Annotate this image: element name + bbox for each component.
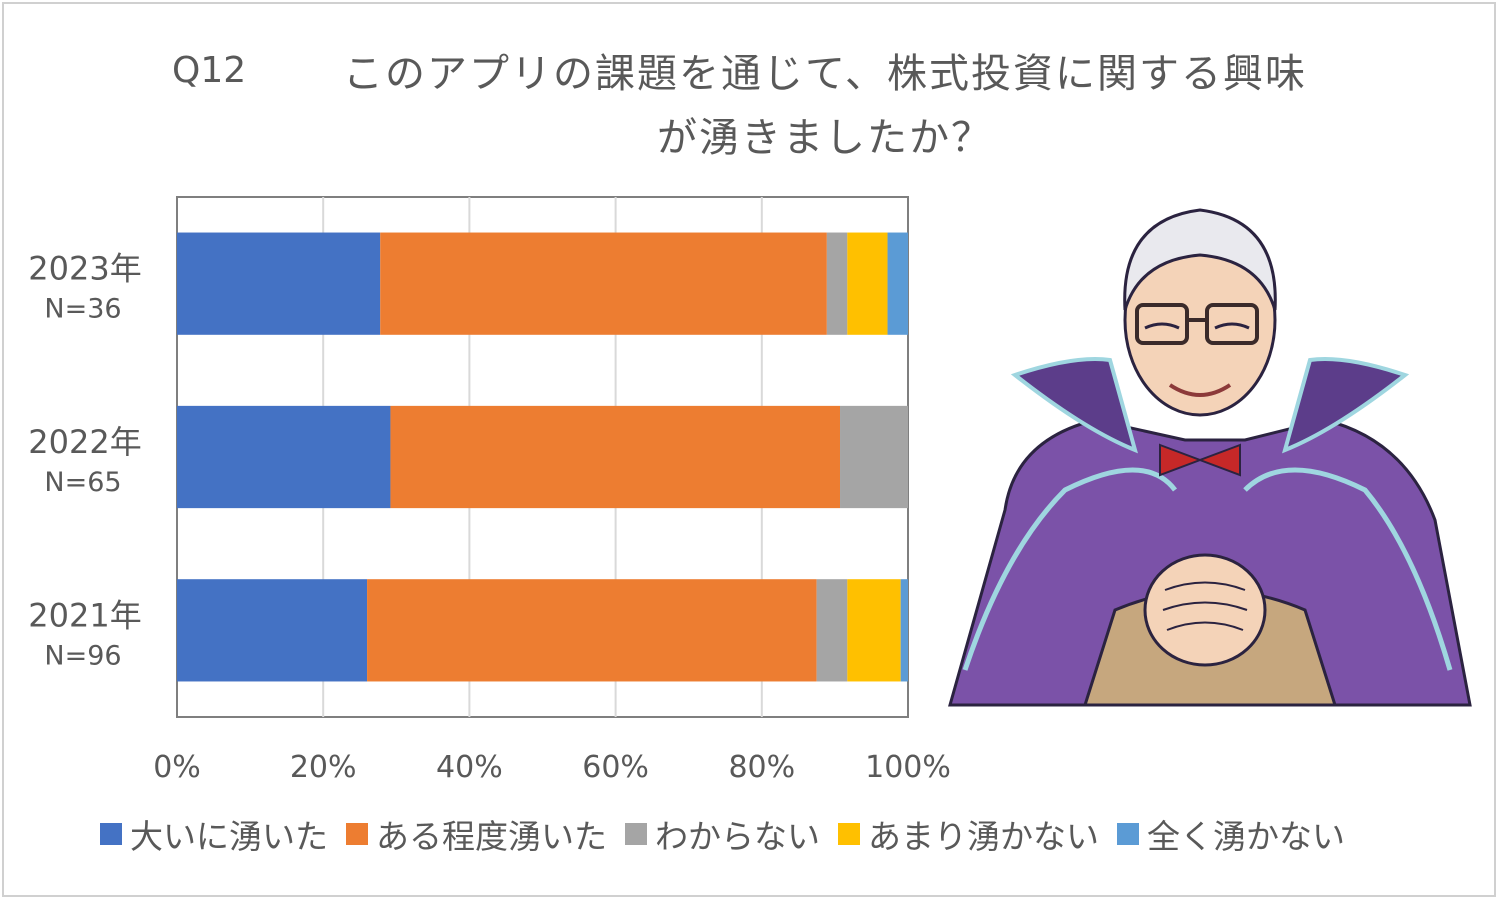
legend-label-not-at-all: 全く湧かない	[1147, 817, 1345, 856]
chart-title-line-2: が湧きましたか？	[657, 115, 993, 161]
hand-fingers	[1162, 581, 1248, 631]
bar-segment	[177, 232, 381, 335]
x-tick-label: 20%	[290, 750, 357, 785]
legend-label-unknown: わからない	[655, 817, 820, 856]
bar-segment	[380, 232, 827, 335]
category-sublabel: N=96	[44, 640, 121, 671]
bar-segment	[826, 232, 848, 335]
bar-segment	[367, 579, 817, 682]
bar-segment	[816, 579, 848, 682]
category-label: 2021年	[28, 596, 141, 634]
x-tick-label: 0%	[153, 750, 201, 785]
smile	[1168, 383, 1232, 397]
glasses-right-lens	[1205, 303, 1259, 345]
bar-segment	[887, 232, 908, 335]
bar-segment	[390, 405, 841, 509]
elderly-man-illustration	[948, 208, 1472, 707]
legend-item-unknown: わからない	[625, 810, 820, 858]
category-label: 2023年	[28, 250, 141, 288]
legend-swatch-not-much	[838, 823, 860, 845]
bar-segment	[847, 232, 888, 335]
legend-item-not-much: あまり湧かない	[838, 810, 1099, 858]
cape-collar-right	[1281, 357, 1410, 454]
bar-segment	[900, 579, 908, 682]
chart-title-line-1: このアプリの課題を通じて、株式投資に関する興味	[343, 51, 1307, 97]
legend-swatch-unknown	[625, 823, 647, 845]
legend-label-very: 大いに湧いた	[130, 817, 328, 856]
question-label: Q12	[172, 50, 247, 91]
x-tick-label: 40%	[436, 750, 503, 785]
chart-legend: 大いに湧いた ある程度湧いた わからない あまり湧かない 全く湧かない	[100, 810, 1480, 858]
legend-swatch-very	[100, 823, 122, 845]
chart-title: このアプリの課題を通じて、株式投資に関する興味 が湧きましたか？	[300, 42, 1350, 170]
x-tick-label: 100%	[865, 750, 951, 785]
bar-segment	[177, 405, 391, 509]
eye-left	[1144, 322, 1180, 330]
glasses-left-lens	[1135, 303, 1189, 345]
eye-right	[1214, 322, 1250, 330]
legend-label-somewhat: ある程度湧いた	[376, 817, 607, 856]
legend-item-very: 大いに湧いた	[100, 810, 328, 858]
legend-swatch-somewhat	[346, 823, 368, 845]
cape-trim	[962, 467, 1453, 671]
clasped-hands	[1143, 553, 1267, 667]
legend-item-not-at-all: 全く湧かない	[1117, 810, 1345, 858]
category-sublabel: N=65	[44, 467, 121, 498]
legend-swatch-not-at-all	[1117, 823, 1139, 845]
legend-item-somewhat: ある程度湧いた	[346, 810, 607, 858]
category-sublabel: N=36	[44, 294, 121, 325]
bar-segment	[177, 579, 368, 682]
bar-segment	[847, 579, 901, 682]
bow-tie	[1159, 443, 1241, 477]
x-tick-label: 80%	[728, 750, 795, 785]
category-label: 2022年	[28, 423, 141, 461]
white-hair	[1123, 208, 1277, 311]
bar-segment	[840, 405, 908, 509]
legend-label-not-much: あまり湧かない	[868, 817, 1099, 856]
cape-collar-left	[1010, 357, 1139, 454]
x-tick-label: 60%	[582, 750, 649, 785]
